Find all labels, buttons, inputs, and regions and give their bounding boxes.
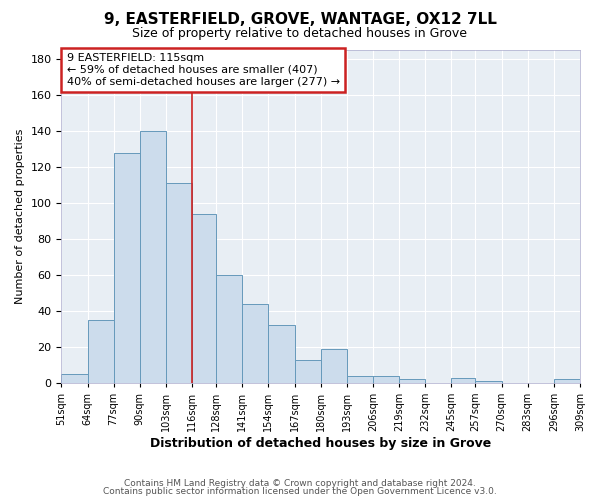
Bar [166, 183, 192, 383]
Bar [373, 376, 399, 383]
Text: 9, EASTERFIELD, GROVE, WANTAGE, OX12 7LL: 9, EASTERFIELD, GROVE, WANTAGE, OX12 7LL [104, 12, 496, 28]
Bar [192, 214, 216, 383]
Bar [61, 374, 88, 383]
Bar [140, 131, 166, 383]
Bar [268, 326, 295, 383]
Bar [475, 381, 502, 383]
Text: Contains public sector information licensed under the Open Government Licence v3: Contains public sector information licen… [103, 487, 497, 496]
Text: 9 EASTERFIELD: 115sqm
← 59% of detached houses are smaller (407)
40% of semi-det: 9 EASTERFIELD: 115sqm ← 59% of detached … [67, 54, 340, 86]
Bar [216, 275, 242, 383]
X-axis label: Distribution of detached houses by size in Grove: Distribution of detached houses by size … [150, 437, 491, 450]
Y-axis label: Number of detached properties: Number of detached properties [15, 129, 25, 304]
Bar [399, 380, 425, 383]
Bar [242, 304, 268, 383]
Bar [554, 380, 580, 383]
Bar [88, 320, 113, 383]
Bar [295, 360, 321, 383]
Bar [113, 152, 140, 383]
Bar [321, 348, 347, 383]
Bar [451, 378, 475, 383]
Bar [347, 376, 373, 383]
Text: Contains HM Land Registry data © Crown copyright and database right 2024.: Contains HM Land Registry data © Crown c… [124, 478, 476, 488]
Text: Size of property relative to detached houses in Grove: Size of property relative to detached ho… [133, 28, 467, 40]
